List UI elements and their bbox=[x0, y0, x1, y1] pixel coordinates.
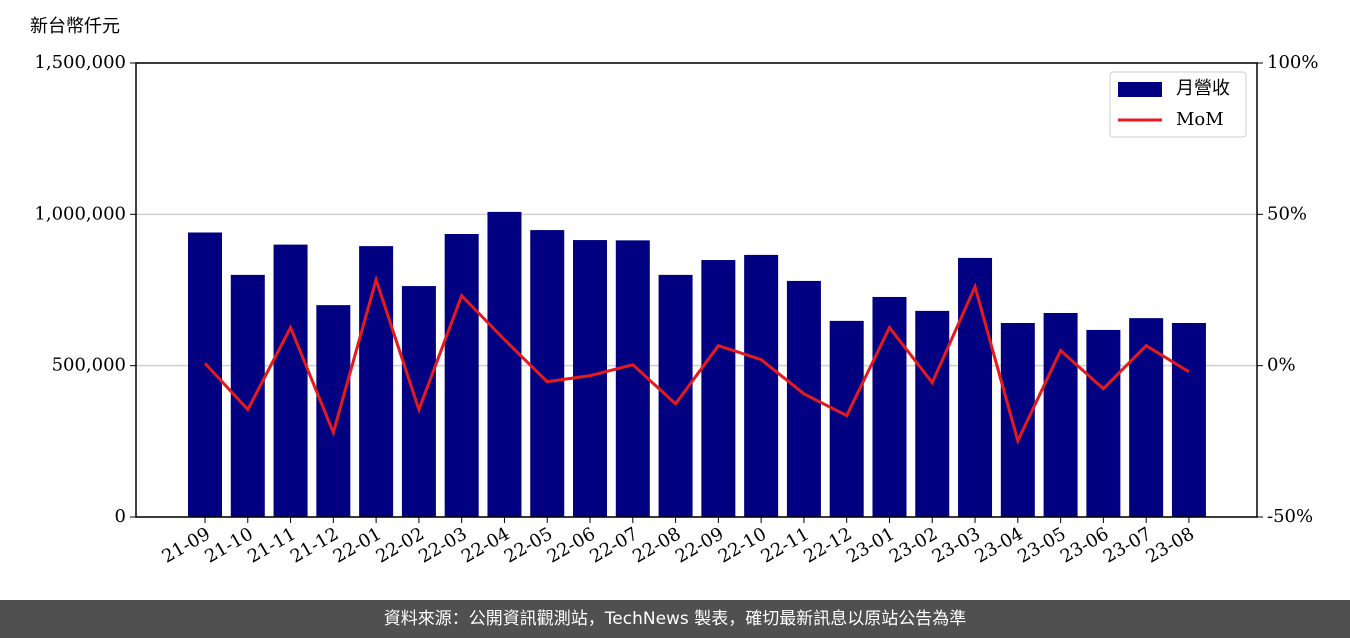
x-tick-label: 22-06 bbox=[544, 523, 599, 567]
x-tick-label: 23-05 bbox=[1014, 523, 1069, 567]
x-tick-label: 23-08 bbox=[1143, 523, 1198, 567]
y-tick-label: 500,000 bbox=[52, 355, 126, 376]
bar bbox=[1043, 313, 1078, 517]
x-tick-label: 22-03 bbox=[415, 523, 470, 567]
x-tick-label: 23-07 bbox=[1100, 523, 1155, 567]
x-tick-label: 23-03 bbox=[929, 523, 984, 567]
bar bbox=[958, 257, 993, 517]
x-tick-label: 22-08 bbox=[629, 523, 684, 567]
x-tick-label: 23-06 bbox=[1057, 523, 1112, 567]
legend-label: MoM bbox=[1176, 109, 1224, 130]
y-axis-label: 新台幣仟元 bbox=[30, 16, 120, 37]
x-tick-label: 22-11 bbox=[757, 523, 812, 567]
x-tick-label: 22-10 bbox=[715, 523, 770, 567]
x-tick-label: 22-12 bbox=[800, 523, 855, 567]
x-tick-label: 22-09 bbox=[672, 523, 727, 567]
bar bbox=[530, 230, 565, 517]
bar bbox=[1086, 329, 1121, 517]
bar bbox=[401, 286, 436, 517]
x-tick-label: 21-10 bbox=[201, 523, 256, 567]
bar bbox=[829, 320, 864, 517]
bar bbox=[444, 234, 479, 518]
bar bbox=[273, 244, 308, 517]
footer-bar bbox=[0, 600, 1350, 638]
bar bbox=[316, 305, 351, 517]
bar bbox=[915, 310, 950, 517]
plot-frame bbox=[135, 62, 1258, 518]
bar bbox=[615, 240, 650, 517]
x-tick-label: 22-01 bbox=[330, 523, 385, 567]
bar bbox=[701, 260, 736, 517]
y2-tick-label: 50% bbox=[1267, 203, 1307, 224]
x-tick-label: 22-04 bbox=[458, 523, 513, 567]
y-tick-label: 1,000,000 bbox=[34, 203, 126, 224]
y2-tick-label: 0% bbox=[1267, 355, 1296, 376]
x-tick-label: 21-11 bbox=[244, 523, 299, 567]
x-tick-label: 22-02 bbox=[372, 523, 427, 567]
bar bbox=[1171, 322, 1206, 517]
y2-tick-label: -50% bbox=[1267, 506, 1313, 527]
x-tick-label: 23-04 bbox=[971, 523, 1026, 567]
bar bbox=[487, 211, 522, 518]
x-tick-label: 23-01 bbox=[843, 523, 898, 567]
legend-label: 月營收 bbox=[1176, 78, 1230, 99]
x-tick-label: 21-09 bbox=[159, 523, 214, 567]
y2-tick-label: 100% bbox=[1267, 52, 1318, 73]
footer: 資料來源：公開資訊觀測站，TechNews 製表，確切最新訊息以原站公告為準 bbox=[384, 609, 966, 629]
bar bbox=[744, 254, 779, 517]
x-tick-label: 23-02 bbox=[886, 523, 941, 567]
bar bbox=[1129, 318, 1164, 517]
y-tick-label: 0 bbox=[115, 506, 126, 527]
x-tick-label: 22-05 bbox=[501, 523, 556, 567]
bar bbox=[872, 296, 907, 517]
bar bbox=[1000, 322, 1035, 517]
x-tick-label: 21-12 bbox=[287, 523, 342, 567]
bar bbox=[658, 274, 693, 517]
y-tick-label: 1,500,000 bbox=[34, 52, 126, 73]
bar bbox=[359, 246, 394, 517]
x-tick-label: 22-07 bbox=[586, 523, 641, 567]
legend-swatch bbox=[1118, 82, 1162, 97]
line bbox=[203, 274, 1190, 446]
